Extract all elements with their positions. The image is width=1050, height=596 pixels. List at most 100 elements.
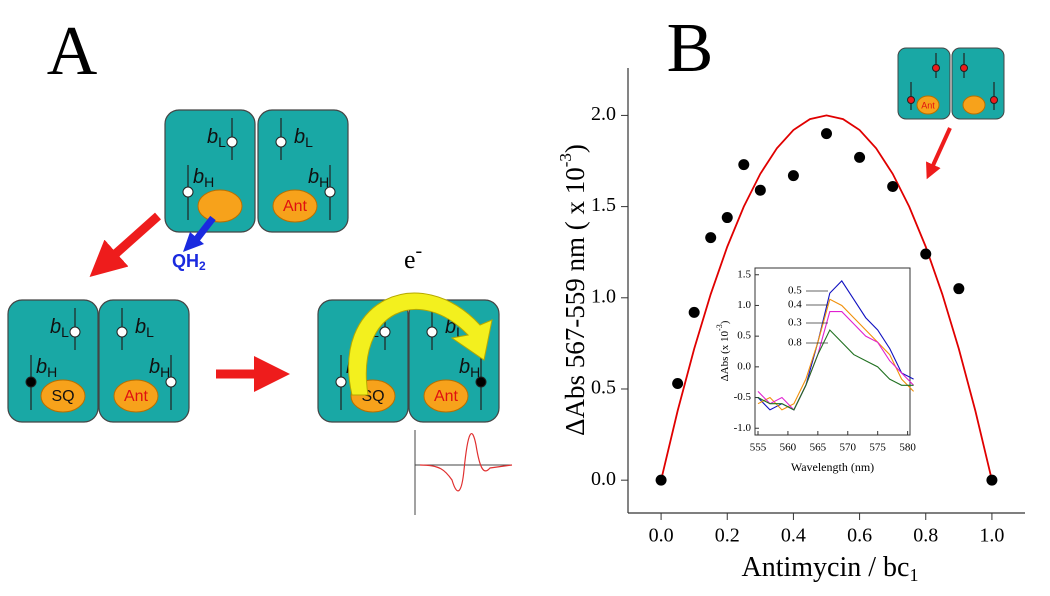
data-point xyxy=(787,170,799,182)
heme xyxy=(990,96,998,104)
data-point xyxy=(688,306,700,318)
heme-label: bH xyxy=(149,356,170,379)
text-part: L xyxy=(61,324,69,340)
text-part: H xyxy=(160,364,170,380)
fit-curve xyxy=(660,114,993,481)
text-part: b xyxy=(135,316,146,338)
legend-label: 0.8 xyxy=(788,337,802,349)
data-point xyxy=(854,151,866,163)
x-tick-label: 570 xyxy=(840,442,857,454)
y-tick-label: 2.0 xyxy=(591,103,616,125)
text-part: b xyxy=(445,316,456,338)
text-part: H xyxy=(204,174,214,190)
text-part: L xyxy=(456,324,464,340)
heme-label: bH xyxy=(459,356,480,379)
text-part: ΔAbs 567-559 nm ( x 10 xyxy=(560,167,590,436)
heme xyxy=(907,96,915,104)
heme-label: bH xyxy=(308,166,329,189)
data-point xyxy=(738,159,750,171)
x-tick-label: 0.6 xyxy=(847,525,872,547)
y-tick-label: -1.0 xyxy=(734,422,752,434)
panel-label: B xyxy=(667,10,714,87)
sketch-signal xyxy=(419,433,513,492)
text-part: b xyxy=(308,166,319,188)
x-tick-label: 565 xyxy=(810,442,827,454)
x-axis-label: Wavelength (nm) xyxy=(791,460,874,474)
quinone-site xyxy=(40,379,86,413)
x-tick-label: 580 xyxy=(899,442,916,454)
data-point xyxy=(986,474,998,486)
site-label: Ant xyxy=(921,100,935,110)
quinone-site xyxy=(423,379,469,413)
text-part: H xyxy=(319,174,329,190)
text-part: b xyxy=(459,356,470,378)
text-part: -3 xyxy=(715,324,724,331)
data-point xyxy=(721,212,733,224)
text-part: 2 xyxy=(199,259,206,273)
text-part: b xyxy=(50,316,61,338)
x-tick-label: 575 xyxy=(869,442,886,454)
y-tick-label: 1.5 xyxy=(591,194,616,216)
text-part: b xyxy=(36,356,47,378)
text-part: b xyxy=(207,126,218,148)
electron-label: e- xyxy=(404,240,422,274)
spectrum xyxy=(757,311,914,411)
text-part: L xyxy=(218,134,226,150)
arrow xyxy=(926,127,952,180)
heme-label: bH xyxy=(193,166,214,189)
heme xyxy=(69,326,81,338)
text-part: -3 xyxy=(556,153,575,167)
data-point xyxy=(920,248,932,260)
heme xyxy=(932,64,940,72)
heme xyxy=(25,376,37,388)
heme xyxy=(426,326,438,338)
legend-label: 0.5 xyxy=(788,285,802,297)
text-part: 1 xyxy=(909,565,918,585)
heme-label: bL xyxy=(207,126,226,149)
y-tick-label: 1.0 xyxy=(591,285,616,307)
electron-arrow xyxy=(348,292,493,396)
data-point xyxy=(953,283,965,295)
quinone-site xyxy=(113,379,159,413)
heme-label: bL xyxy=(135,316,154,339)
heme-label: bL xyxy=(445,316,464,339)
text-part: ΔAbs (x 10 xyxy=(719,330,731,381)
site-label: Ant xyxy=(124,388,149,405)
arrow xyxy=(193,215,216,243)
heme-label: bH xyxy=(36,356,57,379)
heme xyxy=(475,376,487,388)
y-tick-label: 0.5 xyxy=(591,377,616,399)
y-tick-label: 0.0 xyxy=(591,468,616,490)
quinone-site xyxy=(916,95,940,115)
arrow-head xyxy=(183,232,204,252)
spectrum xyxy=(757,298,914,411)
data-point xyxy=(672,378,684,390)
panel-label: A xyxy=(47,13,98,90)
quinone-site xyxy=(962,95,986,115)
text-part: b xyxy=(193,166,204,188)
text-part: ) xyxy=(719,320,731,324)
y-tick-label: 0.0 xyxy=(737,360,751,372)
text-part: H xyxy=(47,364,57,380)
text-part: L xyxy=(146,324,154,340)
x-tick-label: 0.4 xyxy=(781,525,806,547)
spectrum xyxy=(757,329,914,411)
text-part: H xyxy=(470,364,480,380)
heme xyxy=(226,136,238,148)
data-point xyxy=(821,128,832,140)
quinone-site xyxy=(197,189,243,223)
site-label: Ant xyxy=(283,198,308,215)
text-part: ) xyxy=(560,144,590,153)
data-point xyxy=(705,232,717,244)
heme xyxy=(379,326,391,338)
text-part: Antimycin / bc xyxy=(742,552,910,583)
x-tick-label: 0.2 xyxy=(715,525,740,547)
x-axis-label: Antimycin / bc1 xyxy=(742,552,919,585)
heme xyxy=(960,64,968,72)
x-tick-label: 0.8 xyxy=(913,525,938,547)
y-tick-label: 1.5 xyxy=(737,268,751,280)
legend-label: 0.4 xyxy=(788,299,802,311)
y-axis-label: ΔAbs 567-559 nm ( x 10-3) xyxy=(556,144,590,436)
